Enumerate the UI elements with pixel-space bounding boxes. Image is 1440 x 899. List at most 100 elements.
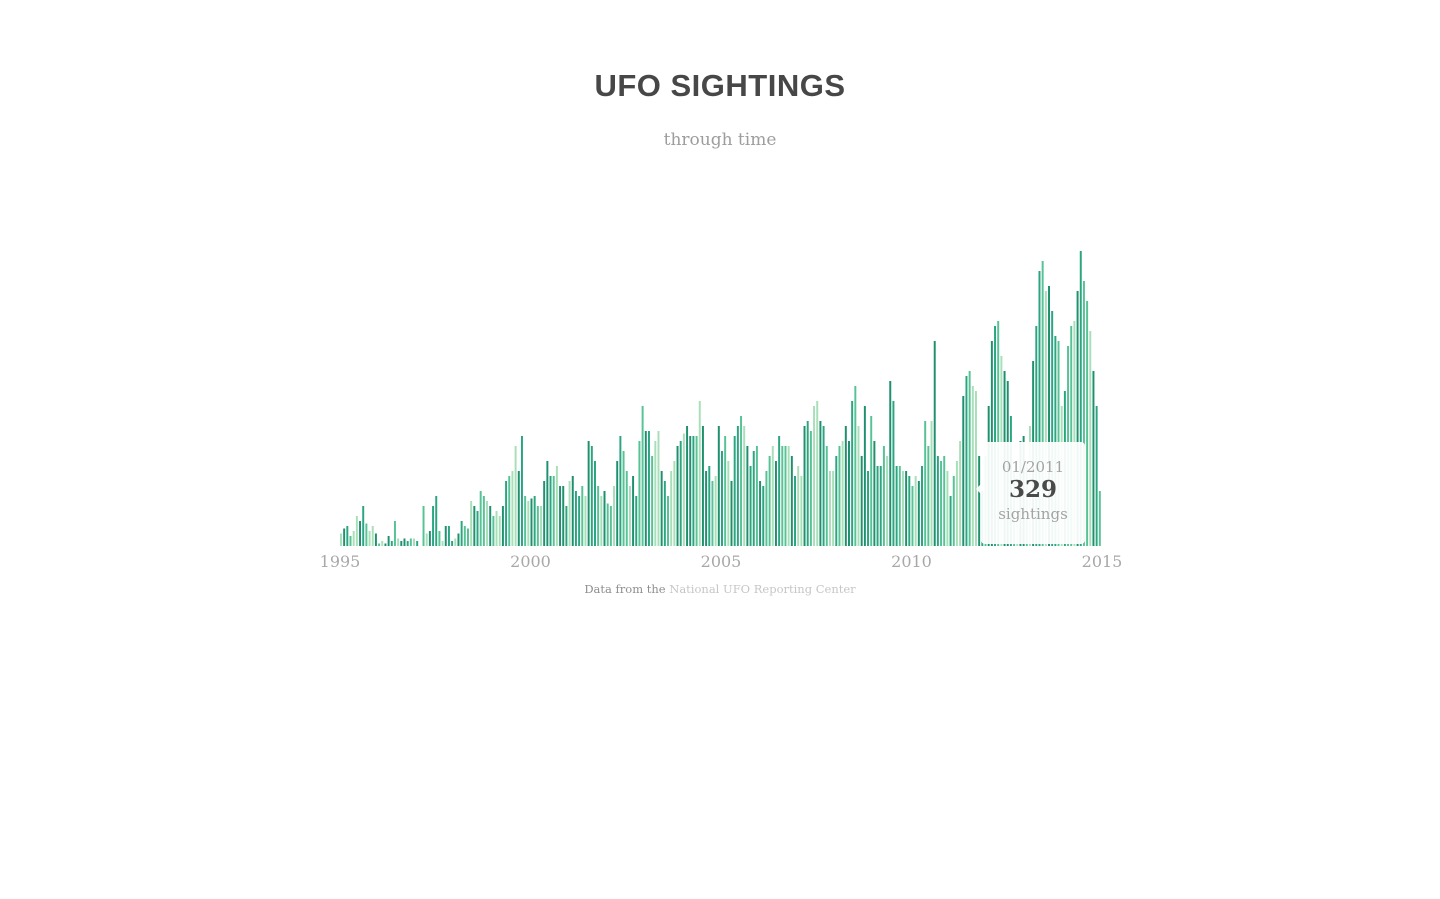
bar-month-45[interactable] bbox=[482, 496, 485, 546]
bar-month-146[interactable] bbox=[803, 426, 806, 546]
bar-month-161[interactable] bbox=[851, 401, 854, 546]
bar-month-28[interactable] bbox=[428, 531, 431, 546]
bar-month-40[interactable] bbox=[467, 528, 469, 547]
bar-month-34[interactable] bbox=[447, 526, 450, 546]
bar-month-100[interactable] bbox=[657, 431, 660, 546]
bar-month-102[interactable] bbox=[663, 481, 666, 546]
bar-month-169[interactable] bbox=[876, 466, 879, 546]
bar-month-120[interactable] bbox=[721, 451, 723, 546]
bar-month-222[interactable] bbox=[1044, 291, 1047, 546]
bar-month-221[interactable] bbox=[1041, 261, 1044, 546]
bar-month-151[interactable] bbox=[819, 421, 822, 546]
bar-month-170[interactable] bbox=[879, 466, 882, 546]
bar-month-70[interactable] bbox=[562, 486, 565, 546]
bar-month-152[interactable] bbox=[822, 426, 825, 546]
bar-month-197[interactable] bbox=[965, 376, 968, 546]
bar-month-129[interactable] bbox=[749, 466, 752, 546]
bar-month-111[interactable] bbox=[692, 436, 695, 546]
bar-month-148[interactable] bbox=[809, 431, 812, 546]
bar-month-20[interactable] bbox=[403, 538, 406, 547]
bar-month-154[interactable] bbox=[828, 471, 831, 546]
bar-month-225[interactable] bbox=[1054, 336, 1057, 546]
bar-month-44[interactable] bbox=[479, 491, 482, 546]
bar-month-61[interactable] bbox=[533, 496, 536, 546]
bar-month-97[interactable] bbox=[647, 431, 650, 546]
bar-month-68[interactable] bbox=[555, 466, 558, 546]
bar-month-6[interactable] bbox=[359, 521, 362, 546]
bar-month-156[interactable] bbox=[835, 456, 838, 546]
bar-month-231[interactable] bbox=[1073, 321, 1076, 546]
bar-month-223[interactable] bbox=[1048, 286, 1050, 546]
bar-month-78[interactable] bbox=[587, 441, 590, 546]
bar-month-76[interactable] bbox=[581, 486, 584, 546]
bar-month-179[interactable] bbox=[908, 476, 911, 546]
bar-month-85[interactable] bbox=[609, 506, 612, 546]
bar-month-56[interactable] bbox=[517, 471, 520, 546]
bar-month-42[interactable] bbox=[473, 506, 476, 546]
bar-month-57[interactable] bbox=[520, 436, 523, 546]
bar-month-73[interactable] bbox=[571, 476, 574, 546]
bar-month-235[interactable] bbox=[1086, 301, 1089, 546]
bar-month-220[interactable] bbox=[1038, 271, 1041, 546]
bar-month-172[interactable] bbox=[886, 456, 889, 546]
bar-month-239[interactable] bbox=[1098, 491, 1101, 546]
bar-month-171[interactable] bbox=[882, 446, 885, 546]
bar-month-176[interactable] bbox=[898, 466, 901, 546]
bar-month-127[interactable] bbox=[743, 426, 746, 546]
bar-month-59[interactable] bbox=[527, 501, 530, 546]
bar-month-83[interactable] bbox=[603, 491, 606, 546]
bar-month-160[interactable] bbox=[848, 441, 850, 546]
bar-month-175[interactable] bbox=[895, 466, 898, 546]
bar-month-132[interactable] bbox=[759, 481, 762, 546]
bar-month-90[interactable] bbox=[625, 471, 628, 546]
bar-month-29[interactable] bbox=[432, 506, 435, 546]
bar-month-115[interactable] bbox=[705, 471, 708, 546]
bar-month-143[interactable] bbox=[794, 476, 796, 546]
bar-month-168[interactable] bbox=[873, 441, 876, 546]
bar-month-165[interactable] bbox=[863, 406, 866, 546]
bar-month-167[interactable] bbox=[870, 416, 873, 546]
bar-month-95[interactable] bbox=[641, 406, 644, 546]
bar-month-8[interactable] bbox=[365, 523, 368, 547]
bar-month-207[interactable] bbox=[997, 321, 1000, 546]
bar-month-144[interactable] bbox=[797, 466, 800, 546]
bar-month-164[interactable] bbox=[860, 456, 863, 546]
bar-month-16[interactable] bbox=[390, 541, 393, 546]
bar-month-22[interactable] bbox=[409, 538, 412, 547]
bar-month-219[interactable] bbox=[1035, 326, 1038, 546]
bar-month-153[interactable] bbox=[825, 446, 828, 546]
bar-month-140[interactable] bbox=[784, 446, 787, 546]
bar-month-181[interactable] bbox=[914, 476, 917, 546]
bar-month-155[interactable] bbox=[832, 471, 835, 546]
bar-month-7[interactable] bbox=[362, 506, 365, 546]
bar-month-93[interactable] bbox=[635, 496, 638, 546]
bar-month-9[interactable] bbox=[368, 531, 371, 546]
bar-month-23[interactable] bbox=[413, 538, 415, 547]
bar-month-49[interactable] bbox=[495, 511, 498, 546]
bar-month-123[interactable] bbox=[730, 481, 733, 546]
bar-month-50[interactable] bbox=[498, 516, 501, 546]
bar-month-190[interactable] bbox=[943, 456, 946, 546]
bar-month-125[interactable] bbox=[736, 426, 739, 546]
bar-month-191[interactable] bbox=[946, 471, 949, 546]
bar-month-89[interactable] bbox=[622, 451, 625, 546]
bar-month-173[interactable] bbox=[889, 381, 892, 546]
bar-month-36[interactable] bbox=[454, 538, 457, 547]
bar-month-107[interactable] bbox=[679, 441, 682, 546]
bar-month-186[interactable] bbox=[930, 421, 933, 546]
bar-month-10[interactable] bbox=[371, 526, 374, 546]
bar-month-63[interactable] bbox=[540, 506, 542, 546]
bar-month-159[interactable] bbox=[844, 426, 847, 546]
bar-month-81[interactable] bbox=[597, 486, 600, 546]
bar-month-91[interactable] bbox=[628, 486, 631, 546]
bar-month-98[interactable] bbox=[651, 456, 654, 546]
bar-month-54[interactable] bbox=[511, 471, 514, 546]
bar-month-192[interactable] bbox=[949, 496, 952, 546]
bar-month-195[interactable] bbox=[959, 441, 962, 546]
bar-month-11[interactable] bbox=[374, 533, 377, 547]
bar-month-15[interactable] bbox=[387, 536, 390, 546]
bar-month-128[interactable] bbox=[746, 446, 749, 546]
bar-month-38[interactable] bbox=[460, 521, 463, 546]
bar-month-187[interactable] bbox=[933, 341, 936, 546]
bar-month-150[interactable] bbox=[816, 401, 819, 546]
